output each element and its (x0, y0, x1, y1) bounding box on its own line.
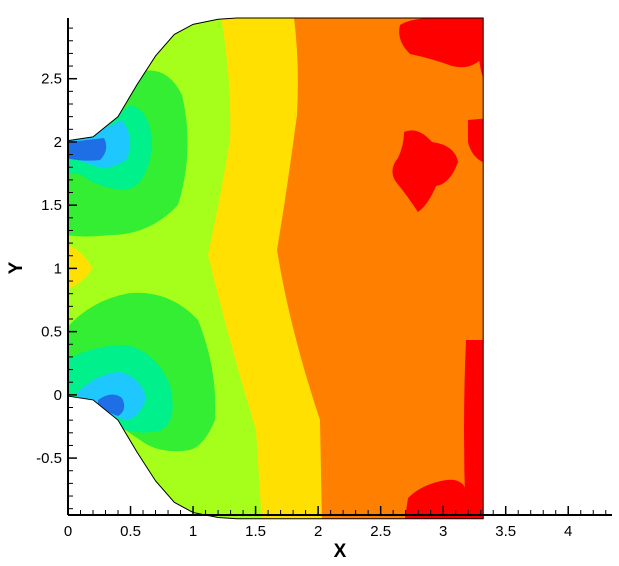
x-axis-title: X (334, 541, 347, 562)
contour-fills (68, 18, 484, 519)
band-blue-bottom (98, 394, 125, 416)
y-tick-label: 0 (54, 387, 62, 404)
x-tick-label: 4 (564, 523, 572, 540)
x-tick-label: 3 (439, 523, 447, 540)
band-red-top (399, 18, 484, 68)
y-axis-title: Y (6, 261, 27, 274)
y-tick-label: 2 (54, 134, 62, 151)
x-tick-label: 0.5 (120, 523, 141, 540)
band-red-mid (392, 130, 458, 212)
x-tick-label: 0 (64, 523, 72, 540)
x-tick-label: 2 (314, 523, 322, 540)
band-red-lower-right (464, 340, 484, 519)
band-blue-top (68, 138, 107, 161)
y-tick-label: -0.5 (36, 450, 62, 467)
axes: 0 0.5 1 1.5 2 2.5 3 3.5 4 -0.5 0 0.5 1 1.5 2 2.5 (36, 18, 612, 540)
band-red-mid-right (468, 118, 484, 165)
x-tick-label: 2.5 (370, 523, 391, 540)
x-tick-label: 3.5 (495, 523, 516, 540)
y-tick-label: 1 (54, 260, 62, 277)
y-tick-label: 1.5 (41, 197, 62, 214)
x-tick-label: 1.5 (245, 523, 266, 540)
band-yellow-centerline (68, 242, 92, 292)
band-red-upper-right (478, 48, 484, 90)
band-red-bottom (404, 479, 466, 519)
domain-outline (67, 17, 484, 520)
x-tick-label: 1 (189, 523, 197, 540)
y-tick-label: 2.5 (41, 71, 62, 88)
y-tick-label: 0.5 (41, 324, 62, 341)
